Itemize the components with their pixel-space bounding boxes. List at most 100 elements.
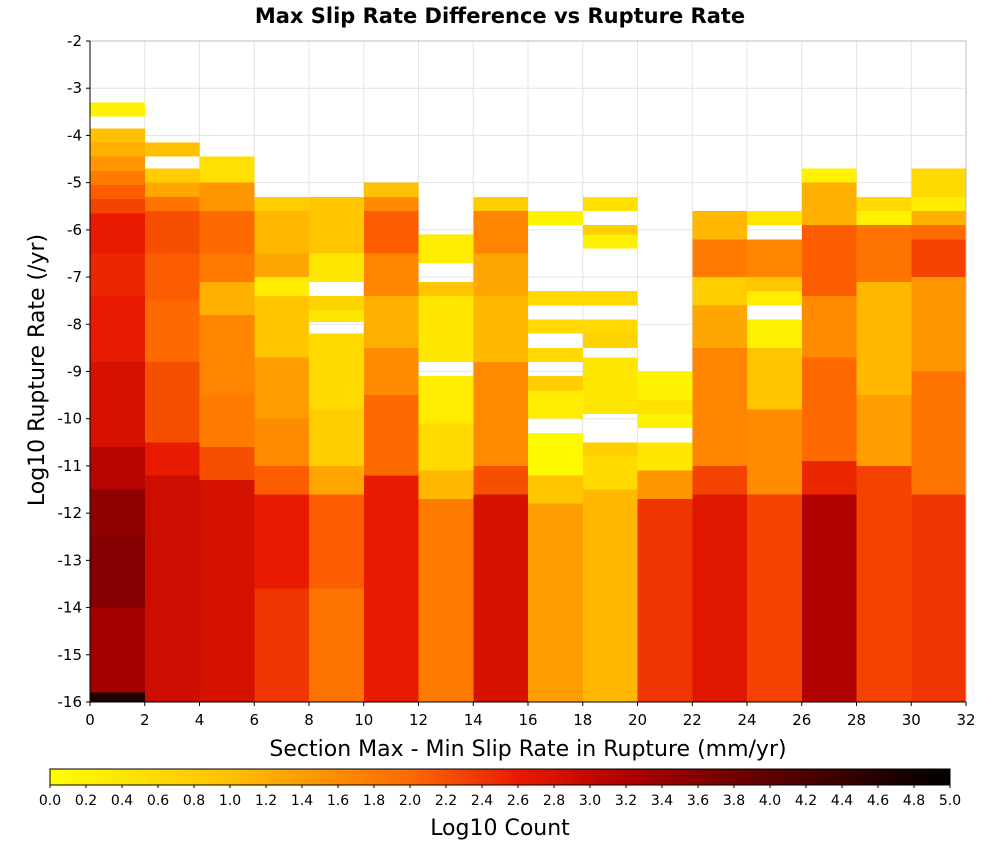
colorbar-tick-label: 3.6 (687, 793, 709, 809)
x-tick-label: 6 (249, 711, 259, 729)
heatmap-cell (692, 305, 747, 348)
heatmap-cell (747, 319, 802, 348)
heatmap-cell (90, 156, 145, 171)
heatmap-cell (473, 295, 528, 363)
heatmap-cell (582, 442, 638, 457)
heatmap-cell (418, 234, 474, 263)
heatmap-cell (254, 418, 309, 466)
colorbar-tick-label: 0.2 (75, 793, 97, 809)
heatmap-cell (309, 409, 364, 466)
y-tick-label: -16 (58, 693, 83, 711)
heatmap-cell (582, 196, 638, 211)
heatmap-cell (637, 442, 693, 471)
heatmap-cell (199, 182, 255, 211)
heatmap-cell (856, 210, 912, 226)
colorbar-tick-label: 3.0 (579, 793, 601, 809)
heatmap-cell (309, 310, 364, 322)
heatmap-cell (582, 291, 638, 306)
heatmap-cell (692, 277, 747, 306)
heatmap-cell (144, 475, 200, 702)
colorbar-tick-label: 2.0 (399, 793, 421, 809)
heatmap-cell (90, 692, 145, 702)
heatmap-cell (254, 465, 309, 495)
heatmap-cell (911, 371, 966, 495)
heatmap-cell (856, 281, 912, 396)
heatmap-cell (528, 503, 583, 702)
heatmap-cell (637, 399, 693, 414)
x-tick-label: 2 (140, 711, 150, 729)
heatmap-cell (528, 390, 583, 419)
heatmap-cell (528, 347, 583, 363)
heatmap-cell (637, 498, 693, 702)
heatmap-cell (309, 494, 364, 589)
x-tick-label: 20 (628, 711, 647, 729)
heatmap-cell (528, 319, 583, 334)
heatmap-cell (90, 447, 145, 490)
heatmap-cell (90, 128, 145, 143)
heatmap-cell (747, 347, 802, 410)
y-tick-label: -4 (67, 126, 82, 144)
heatmap-cell (144, 168, 200, 183)
heatmap-cell (692, 465, 747, 495)
heatmap-cell (144, 362, 200, 443)
colorbar-tick-label: 4.8 (903, 793, 925, 809)
x-tick-label: 4 (195, 711, 205, 729)
heatmap-cell (582, 234, 638, 249)
heatmap-cell (473, 362, 528, 466)
heatmap-cell (582, 357, 638, 414)
heatmap-cell (473, 196, 528, 211)
heatmap-cell (363, 253, 419, 296)
heatmap-cell (254, 277, 309, 296)
x-axis-label: Section Max - Min Slip Rate in Rupture (… (269, 737, 786, 762)
heatmap-cell (911, 494, 966, 702)
heatmap-cell (801, 182, 857, 226)
heatmap-cell (801, 461, 857, 495)
x-tick-label: 22 (683, 711, 702, 729)
x-tick-label: 28 (847, 711, 866, 729)
heatmap-cell (473, 494, 528, 702)
heatmap-cell (144, 196, 200, 211)
y-tick-label: -10 (58, 410, 83, 428)
heatmap-cell (801, 357, 857, 462)
heatmap-cell (582, 333, 638, 348)
heatmap-cell (747, 277, 802, 292)
heatmap-cell (90, 295, 145, 363)
y-tick-label: -3 (67, 79, 82, 97)
heatmap-cell (692, 347, 747, 466)
y-axis-label: Log10 Rupture Rate (/yr) (25, 234, 50, 506)
heatmap-cell (911, 225, 966, 240)
heatmap-cell (199, 253, 255, 282)
colorbar-tick-label: 4.2 (795, 793, 817, 809)
heatmap-cell (582, 319, 638, 334)
heatmap-cell (801, 168, 857, 183)
heatmap-cell (418, 376, 474, 424)
heatmap-cell (637, 470, 693, 499)
x-tick-label: 0 (85, 711, 95, 729)
heatmap-cell (528, 376, 583, 391)
heatmap-cell (90, 170, 145, 186)
heatmap-cell (254, 357, 309, 419)
colorbar-tick-label: 5.0 (939, 793, 961, 809)
heatmap-cell (418, 498, 474, 702)
heatmap-cell (637, 371, 693, 400)
colorbar-tick-label: 4.4 (831, 793, 853, 809)
x-axis-ticks: 0 2 4 6 8 10 12 14 16 18 20 22 24 26 28 30 32 (85, 702, 976, 729)
heatmap-cell (418, 295, 474, 363)
y-tick-label: -9 (67, 363, 82, 381)
heatmap-cell (144, 300, 200, 363)
colorbar-gradient (49, 768, 951, 786)
heatmap-cell (309, 333, 364, 410)
heatmap-cell (856, 225, 912, 282)
heatmap-cell (363, 210, 419, 254)
colorbar-label: Log10 Count (430, 816, 570, 841)
colorbar-tick-label: 0.0 (39, 793, 61, 809)
colorbar: 0.0 0.2 0.4 0.6 0.8 1.0 1.2 1.4 1.6 1.8 2.0 2.2 2.4 2… (39, 768, 961, 809)
x-tick-label: 14 (464, 711, 483, 729)
x-tick-label: 24 (737, 711, 756, 729)
heatmap-cell (911, 239, 966, 278)
heatmap-cell (254, 494, 309, 589)
heatmap-cell (582, 225, 638, 235)
heatmap-cell (144, 182, 200, 197)
colorbar-tick-label: 2.8 (543, 793, 565, 809)
